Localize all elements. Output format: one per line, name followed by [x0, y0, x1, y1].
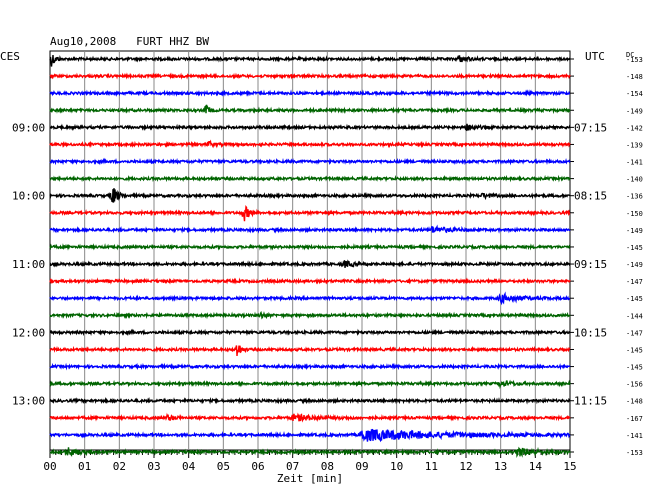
left-time-label: 11:00	[12, 258, 45, 271]
trace-row-0	[49, 54, 571, 67]
x-tick-label: 05	[217, 460, 230, 473]
x-axis-label: Zeit [min]	[277, 472, 343, 485]
x-tick-label: 00	[43, 460, 56, 473]
dc-offset-label: -141	[626, 432, 643, 440]
x-tick-label: 13	[494, 460, 507, 473]
trace-row-22	[49, 428, 571, 443]
dc-offset-label: -167	[626, 415, 643, 423]
dc-offset-label: -140	[626, 176, 643, 184]
x-tick-label: 02	[113, 460, 126, 473]
dc-label: DC	[626, 51, 634, 59]
dc-offset-label: -156	[626, 381, 643, 389]
dc-offset-label: -141	[626, 159, 643, 167]
trace-row-10	[49, 224, 571, 234]
chart-title: Aug10,2008 FURT HHZ BW	[50, 35, 209, 48]
x-tick-label: 07	[286, 460, 299, 473]
x-tick-label: 09	[355, 460, 368, 473]
right-time-label: 10:15	[574, 326, 607, 339]
dc-offset-label: -148	[626, 398, 643, 406]
trace-row-3	[49, 104, 571, 115]
dc-offset-label: -139	[626, 141, 643, 149]
trace-row-15	[49, 310, 571, 320]
dc-offset-label: -136	[626, 193, 643, 201]
left-time-label: 13:00	[12, 395, 45, 408]
trace-row-21	[49, 412, 571, 423]
grid	[49, 50, 574, 458]
dc-offset-label: -149	[626, 261, 643, 269]
trace-row-13	[49, 277, 571, 286]
trace-row-18	[49, 362, 571, 371]
trace-row-9	[49, 204, 571, 222]
trace-row-1	[49, 72, 571, 80]
dc-offset-label: -144	[626, 312, 643, 320]
trace-row-7	[49, 174, 571, 183]
trace-row-11	[49, 243, 571, 251]
dc-offset-label: -148	[626, 73, 643, 81]
x-tick-label: 08	[321, 460, 334, 473]
dc-offset-label: -145	[626, 244, 643, 252]
trace-row-12	[49, 259, 571, 268]
dc-offset-label: -150	[626, 210, 643, 218]
left-time-label: 09:00	[12, 121, 45, 134]
left-time-label: 12:00	[12, 326, 45, 339]
right-time-label: 08:15	[574, 190, 607, 203]
dc-offset-label: -145	[626, 295, 643, 303]
x-tick-label: 01	[78, 460, 91, 473]
x-tick-label: 06	[251, 460, 264, 473]
x-tick-label: 14	[529, 460, 543, 473]
trace-row-8	[49, 188, 571, 203]
dc-offset-label: -153	[626, 56, 643, 64]
right-time-label: 07:15	[574, 121, 607, 134]
x-tick-label: 10	[390, 460, 403, 473]
trace-row-14	[49, 291, 571, 306]
dc-offset-label: -145	[626, 364, 643, 372]
dc-offset-label: -153	[626, 449, 643, 457]
right-time-label: 09:15	[574, 258, 607, 271]
dc-offset-label: -145	[626, 346, 643, 354]
dc-offset-label: -142	[626, 124, 643, 132]
dc-offset-label: -147	[626, 278, 643, 286]
dc-offset-label: -149	[626, 107, 643, 115]
traces	[49, 54, 571, 458]
trace-row-16	[49, 328, 571, 337]
trace-row-5	[49, 139, 571, 149]
right-axis-label: UTC	[585, 50, 605, 63]
dc-offset-label: -149	[626, 227, 643, 235]
left-axis-label: CES	[0, 50, 20, 63]
trace-row-2	[49, 89, 571, 98]
x-tick-label: 15	[563, 460, 576, 473]
right-time-label: 11:15	[574, 395, 607, 408]
dc-offset-label: -147	[626, 329, 643, 337]
trace-row-6	[49, 157, 571, 166]
left-time-label: 10:00	[12, 190, 45, 203]
x-tick-label: 12	[459, 460, 472, 473]
x-tick-label: 11	[425, 460, 438, 473]
trace-row-4	[49, 123, 571, 132]
dc-offset-label: -154	[626, 90, 643, 98]
x-tick-label: 03	[147, 460, 160, 473]
trace-row-23	[49, 446, 571, 458]
trace-row-19	[49, 379, 571, 390]
x-tick-label: 04	[182, 460, 196, 473]
trace-row-17	[49, 345, 571, 356]
trace-row-20	[49, 396, 571, 405]
labels: Aug10,2008 FURT HHZ BW CES UTC DC Zeit […	[0, 35, 643, 485]
